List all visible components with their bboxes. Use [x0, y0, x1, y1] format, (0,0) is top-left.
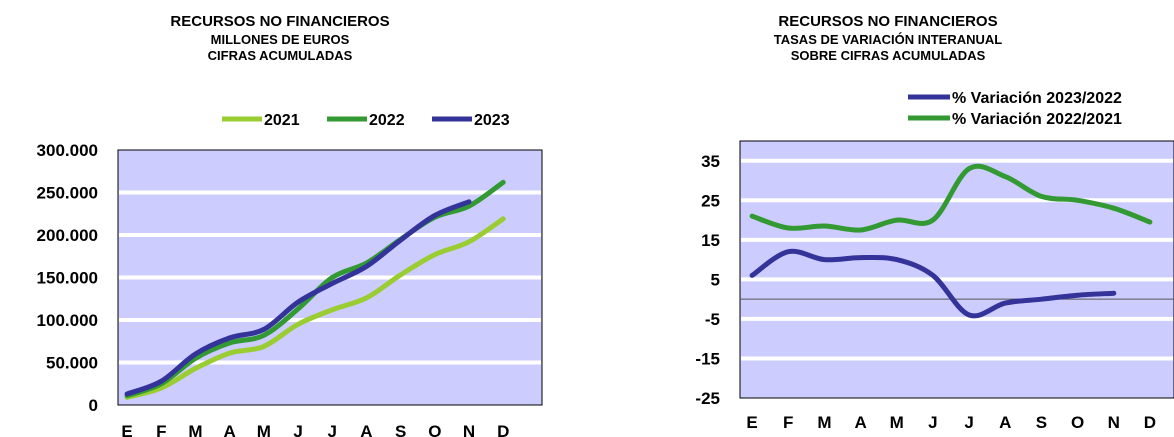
chart-title: RECURSOS NO FINANCIEROS [170, 13, 390, 30]
x-tick-label: E [746, 413, 757, 432]
x-tick-label: O [428, 422, 441, 437]
x-tick-label: N [463, 422, 475, 437]
x-tick-label: A [224, 422, 236, 437]
series-line [124, 199, 472, 397]
x-tick-label: D [497, 422, 509, 437]
legend-label: 2021 [264, 112, 300, 129]
x-tick-label: O [1071, 413, 1084, 432]
chart-subtitle-line-2: CIFRAS ACUMULADAS [207, 48, 353, 63]
y-tick-label: 5 [711, 270, 720, 289]
y-tick-label: 50.000 [46, 354, 98, 373]
x-tick-label: J [928, 413, 937, 432]
x-tick-label: F [783, 413, 793, 432]
x-tick-label: A [360, 422, 372, 437]
x-tick-label: S [395, 422, 406, 437]
x-tick-label: F [156, 422, 166, 437]
x-tick-label: J [964, 413, 973, 432]
x-tick-label: A [854, 413, 866, 432]
x-tick-label: J [293, 422, 302, 437]
y-tick-label: -25 [695, 389, 720, 408]
x-tick-label: J [328, 422, 337, 437]
y-tick-label: -15 [695, 349, 720, 368]
chart-subtitle-line-2: SOBRE CIFRAS ACUMULADAS [790, 48, 986, 63]
y-tick-label: 0 [89, 396, 98, 415]
x-tick-label: N [1108, 413, 1120, 432]
x-tick-label: E [121, 422, 132, 437]
x-tick-label: M [817, 413, 831, 432]
y-tick-label: -5 [705, 310, 720, 329]
x-tick-label: M [188, 422, 202, 437]
y-tick-label: 300.000 [37, 141, 98, 160]
x-tick-label: D [1144, 413, 1156, 432]
y-tick-label: 150.000 [37, 269, 98, 288]
x-tick-label: S [1036, 413, 1047, 432]
y-tick-label: 35 [701, 152, 720, 171]
y-tick-label: 25 [701, 191, 720, 210]
legend-label: % Variación 2023/2022 [952, 90, 1122, 107]
chart-title: RECURSOS NO FINANCIEROS [778, 13, 998, 30]
legend-label: 2022 [369, 112, 405, 129]
y-tick-label: 15 [701, 231, 720, 250]
y-tick-label: 200.000 [37, 226, 98, 245]
legend-label: % Variación 2022/2021 [952, 111, 1122, 128]
chart-right: RECURSOS NO FINANCIEROS TASAS DE VARIACI… [600, 0, 1174, 437]
series-line [749, 248, 1117, 319]
y-tick-label: 100.000 [37, 311, 98, 330]
line-chart-cumulative: 0 50.000 100.000 150.000 200.000 250.000 300.0… [37, 112, 543, 437]
line-chart-variation: -25 -15 -5 5 15 25 35 E F M A M J J A S O N D % Variación 2… [695, 90, 1174, 432]
chart-subtitle-line-1: MILLONES DE EUROS [210, 32, 350, 47]
legend-label: 2023 [474, 112, 510, 129]
chart-left: RECURSOS NO FINANCIEROS MILLONES DE EURO… [0, 0, 560, 437]
y-tick-label: 250.000 [37, 184, 98, 203]
chart-subtitle-line-1: TASAS DE VARIACIÓN INTERANUAL [773, 32, 1003, 47]
x-tick-label: M [890, 413, 904, 432]
x-tick-label: M [257, 422, 271, 437]
series-line [124, 216, 506, 400]
x-tick-label: A [999, 413, 1011, 432]
series-line [749, 163, 1153, 233]
